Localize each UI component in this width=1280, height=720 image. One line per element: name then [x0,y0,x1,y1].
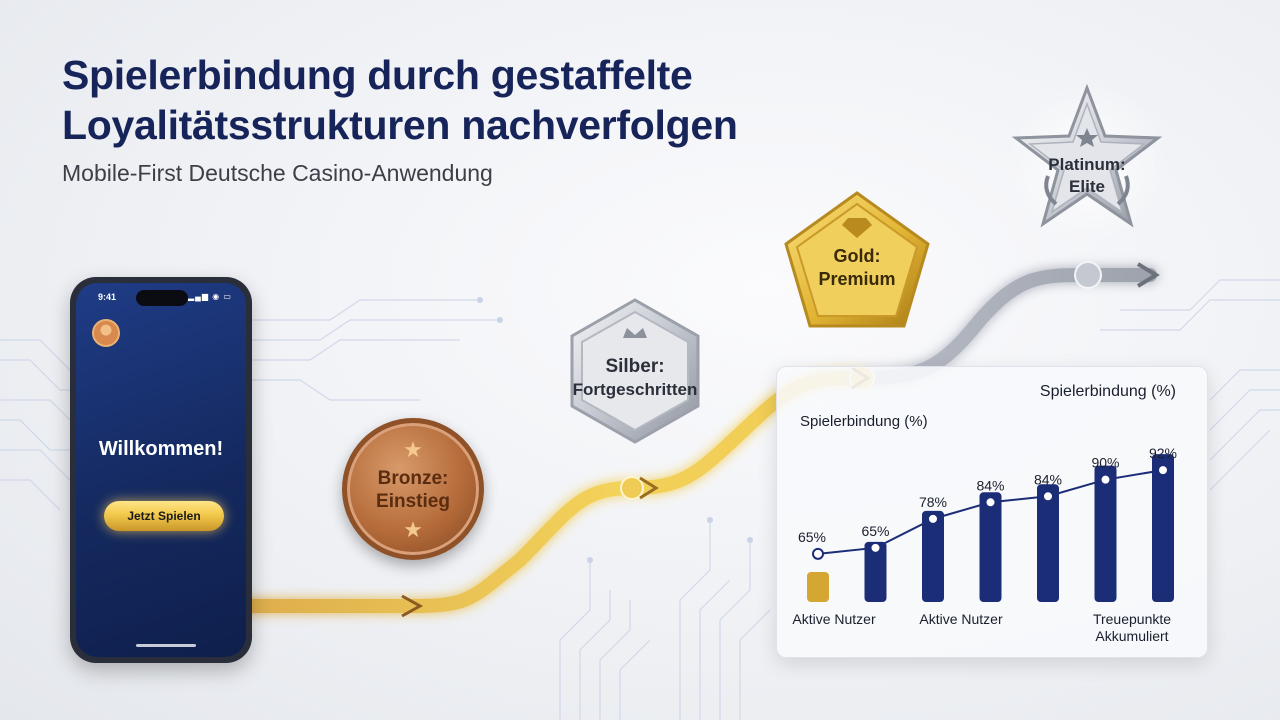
title-line-2: Loyalitätsstrukturen nachverfolgen [62,102,738,148]
chart-x-label: Aktive Nutzer [919,611,1003,627]
phone-mockup: 9:41 ▂▄▆ ◉ ▭ Willkommen! Jetzt Spielen [70,277,252,663]
tier-badge-gold: Gold: Premium [784,191,930,328]
arrow-icon [639,476,659,500]
status-time: 9:41 [98,292,117,302]
phone-notch [136,290,188,306]
chart-point [869,541,882,554]
chart-bar [979,492,1002,602]
chart-title: Spielerbindung (%) [1040,383,1176,400]
chart-point [984,496,997,509]
chart-legend-label: Spielerbindung (%) [800,413,928,430]
tier-badge-label: Bronze: Einstieg [347,467,479,513]
chart-bar [807,572,829,602]
tier-level: Fortgeschritten [573,380,698,399]
chart-point [1042,490,1054,503]
retention-chart: Spielerbindung (%) Spielerbindung (%) 65% 6… [792,383,1177,644]
chart-x-label: Akkumuliert [1095,628,1168,644]
chart-bar [1094,465,1117,602]
chart-bar [1037,484,1059,602]
tier-name: Platinum: [1048,155,1125,174]
page-title: Spielerbindung durch gestaffelte Loyalit… [62,50,882,150]
star-icon: ★ [403,517,423,542]
avatar[interactable] [92,319,120,347]
chart-data-label: 78% [919,494,947,510]
chart-point [927,512,939,525]
tier-badge-silver: Silber: Fortgeschritten [570,298,700,444]
chart-x-label: Treuepunkte [1093,611,1171,627]
chart-bar [922,510,944,602]
play-now-button[interactable]: Jetzt Spielen [104,501,224,531]
path-node-platinum [1074,261,1102,289]
star-icon: ★ [403,437,423,462]
laurel-icon [1044,175,1058,206]
tier-level: Premium [818,269,895,289]
laurel-icon [1116,175,1130,206]
arrow-icon [401,594,424,618]
chart-point [1157,464,1169,477]
tier-badge-bronze: ★ Bronze: Einstieg ★ [342,418,484,560]
chart-point [1099,473,1112,486]
tier-level: Einstieg [376,491,450,512]
chart-bar [1152,454,1174,602]
tier-level: Elite [1069,177,1105,196]
chart-data-label: 65% [798,529,826,545]
chart-data-label: 84% [976,477,1004,493]
tier-badge-platinum: Platinum: Elite [1007,84,1167,238]
tier-name: Silber: [605,356,664,377]
diamond-icon [842,218,872,238]
chart-point [812,547,824,560]
chart-data-label: 92% [1149,445,1177,461]
signal-wifi-battery-icon: ▂▄▆ ◉ ▭ [188,292,232,301]
welcome-text: Willkommen! [98,438,224,460]
chart-data-label: 65% [861,523,889,539]
phone-screen: 9:41 ▂▄▆ ◉ ▭ Willkommen! Jetzt Spielen [76,283,246,657]
chart-bar [864,541,887,602]
chart-x-label: Aktive Nutzer [792,611,876,627]
tier-name: Bronze: [377,468,449,489]
tier-name: Gold: [834,246,881,266]
star-icon [1076,128,1098,147]
arrow-icon [1136,262,1160,288]
home-indicator[interactable] [136,644,196,647]
page-subtitle: Mobile-First Deutsche Casino-Anwendung [62,160,493,186]
path-node-silver [620,476,644,500]
chart-data-label: 90% [1091,455,1119,471]
title-line-1: Spielerbindung durch gestaffelte [62,52,693,98]
crown-icon [623,328,647,338]
chart-data-label: 84% [1034,471,1062,487]
